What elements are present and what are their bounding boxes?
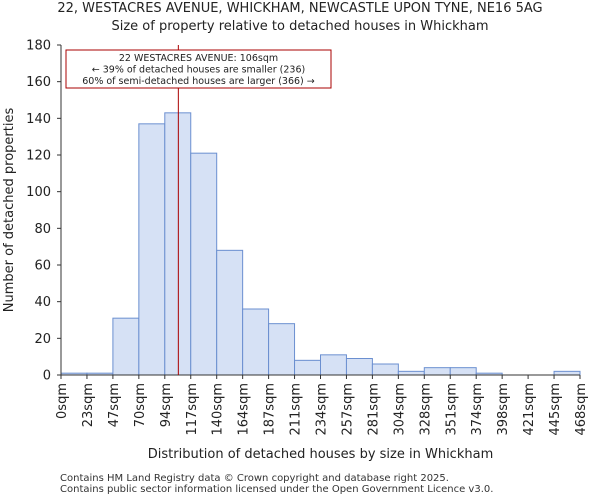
histogram-bar-117sqm bbox=[190, 152, 218, 376]
x-tick-label: 140sqm bbox=[211, 383, 226, 436]
x-tick-label: 281sqm bbox=[366, 383, 381, 436]
histogram-bar-328sqm bbox=[423, 367, 451, 376]
y-tick-label: 180 bbox=[26, 39, 51, 54]
x-tick-label: 187sqm bbox=[263, 383, 278, 436]
footer-line1: Contains HM Land Registry data © Crown c… bbox=[60, 473, 449, 484]
x-tick-label: 164sqm bbox=[237, 383, 252, 436]
histogram-bar-211sqm bbox=[294, 359, 321, 376]
histogram-bar-164sqm bbox=[242, 308, 270, 376]
x-tick-label: 445sqm bbox=[548, 383, 563, 436]
y-tick-label: 80 bbox=[34, 222, 51, 237]
x-tick-label: 234sqm bbox=[315, 383, 330, 436]
chart-title-line1: 22, WESTACRES AVENUE, WHICKHAM, NEWCASTL… bbox=[57, 1, 543, 16]
x-tick-label: 351sqm bbox=[444, 383, 459, 436]
histogram-bar-94sqm bbox=[164, 112, 192, 376]
histogram-bar-234sqm bbox=[320, 354, 347, 376]
x-tick-label: 211sqm bbox=[289, 383, 304, 436]
histogram-bar-70sqm bbox=[138, 123, 166, 376]
x-tick-label: 374sqm bbox=[470, 383, 485, 436]
x-tick-label: 398sqm bbox=[496, 383, 511, 436]
x-tick-label: 257sqm bbox=[340, 383, 355, 436]
histogram-bar-445sqm bbox=[553, 370, 581, 376]
x-tick-label: 0sqm bbox=[55, 383, 70, 419]
x-tick-label: 47sqm bbox=[107, 383, 122, 427]
annotation-line-1: 22 WESTACRES AVENUE: 106sqm bbox=[119, 53, 278, 64]
y-tick-label: 40 bbox=[34, 295, 51, 310]
footer-line2: Contains public sector information licen… bbox=[60, 484, 494, 495]
x-tick-label: 70sqm bbox=[133, 383, 148, 427]
x-tick-label: 421sqm bbox=[522, 383, 537, 436]
x-tick-label: 328sqm bbox=[418, 383, 433, 436]
y-tick-label: 0 bbox=[43, 369, 51, 384]
y-axis-title: Number of detached properties bbox=[2, 108, 17, 313]
histogram-chart: 0 20 40 60 80 100 120 140 160 180 0sqm 23sqm 47sqm 70… bbox=[2, 39, 589, 463]
y-tick-label: 60 bbox=[34, 259, 51, 274]
x-axis-title: Distribution of detached houses by size … bbox=[148, 447, 493, 462]
y-tick-label: 100 bbox=[26, 185, 51, 200]
chart-title-line2: Size of property relative to detached ho… bbox=[111, 19, 489, 34]
y-tick-label: 20 bbox=[34, 332, 51, 347]
histogram-bar-304sqm bbox=[397, 370, 425, 376]
histogram-bar-187sqm bbox=[268, 323, 296, 376]
annotation-line-2: ← 39% of detached houses are smaller (23… bbox=[92, 65, 305, 76]
histogram-bar-351sqm bbox=[449, 367, 477, 376]
y-tick-label: 120 bbox=[26, 149, 51, 164]
y-tick-label: 140 bbox=[26, 112, 51, 127]
x-tick-label: 94sqm bbox=[159, 383, 174, 427]
histogram-bar-257sqm bbox=[345, 358, 373, 376]
histogram-bar-281sqm bbox=[371, 363, 399, 376]
x-tick-label: 304sqm bbox=[392, 383, 407, 436]
annotation-line-3: 60% of semi-detached houses are larger (… bbox=[82, 76, 315, 87]
y-tick-label: 160 bbox=[26, 75, 51, 90]
x-tick-label: 468sqm bbox=[574, 383, 589, 436]
histogram-bar-140sqm bbox=[216, 249, 244, 376]
annotation-box bbox=[65, 49, 332, 89]
x-tick-label: 23sqm bbox=[81, 383, 96, 427]
x-tick-label: 117sqm bbox=[185, 383, 200, 436]
histogram-bar-47sqm bbox=[112, 317, 140, 376]
